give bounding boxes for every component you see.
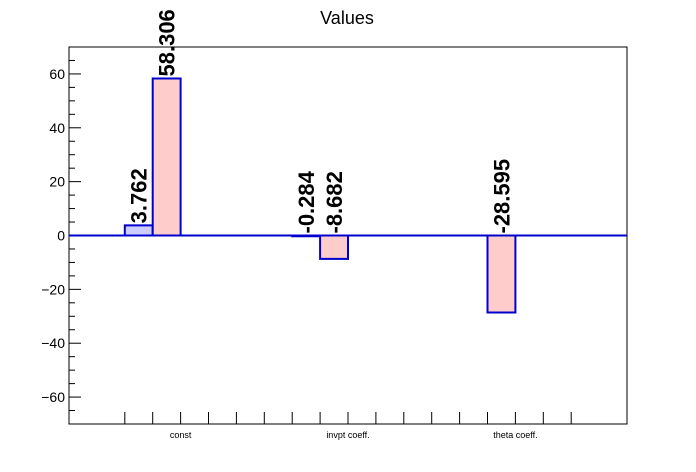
y-tick-label: 20 <box>49 174 65 190</box>
bar <box>319 234 350 260</box>
bar <box>151 77 182 237</box>
y-tick-label: 60 <box>49 66 65 82</box>
y-tick-label: −40 <box>41 335 65 351</box>
bar <box>123 224 154 237</box>
x-tick-label: invpt coeff. <box>326 430 369 440</box>
data-label: 58.306 <box>155 9 180 76</box>
y-tick-label: 0 <box>57 228 65 244</box>
y-tick-label: −60 <box>41 389 65 405</box>
x-tick-label: theta coeff. <box>493 430 537 440</box>
data-label: -28.595 <box>489 159 514 234</box>
chart-title: Values <box>320 8 374 28</box>
bar <box>486 234 517 314</box>
x-tick-label: const <box>170 430 192 440</box>
data-label: -0.284 <box>294 170 319 233</box>
y-tick-label: −20 <box>41 281 65 297</box>
y-tick-label: 40 <box>49 120 65 136</box>
data-label: 3.762 <box>127 168 152 223</box>
data-label: -8.682 <box>322 171 347 233</box>
